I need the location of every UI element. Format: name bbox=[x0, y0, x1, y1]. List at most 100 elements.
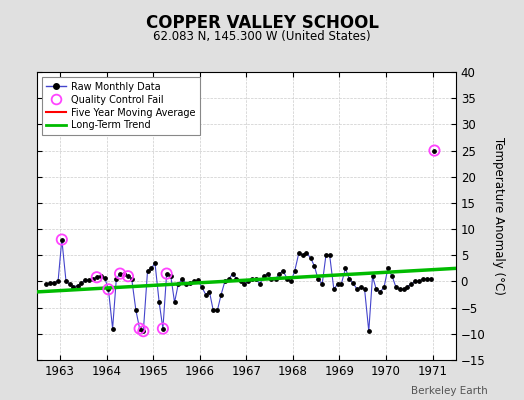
Point bbox=[62, 278, 70, 285]
Point bbox=[244, 278, 253, 285]
Point bbox=[198, 284, 206, 290]
Point bbox=[330, 286, 338, 292]
Point bbox=[248, 276, 257, 282]
Point bbox=[415, 278, 423, 285]
Point bbox=[325, 252, 334, 258]
Point bbox=[69, 284, 78, 290]
Point bbox=[139, 328, 148, 334]
Point bbox=[97, 273, 105, 280]
Point bbox=[252, 276, 260, 282]
Point bbox=[167, 273, 175, 280]
Point bbox=[271, 276, 280, 282]
Point bbox=[93, 274, 101, 280]
Point bbox=[135, 325, 144, 332]
Point bbox=[399, 286, 408, 292]
Point bbox=[162, 270, 171, 277]
Point bbox=[54, 278, 62, 284]
Point bbox=[116, 270, 124, 277]
Point bbox=[322, 252, 330, 258]
Point bbox=[407, 281, 416, 287]
Point bbox=[388, 273, 396, 280]
Point bbox=[430, 147, 439, 154]
Point bbox=[108, 325, 117, 332]
Point bbox=[104, 286, 113, 292]
Point bbox=[182, 281, 190, 287]
Point bbox=[127, 276, 136, 282]
Point bbox=[93, 274, 101, 280]
Point bbox=[50, 279, 59, 286]
Point bbox=[202, 291, 210, 298]
Point bbox=[209, 307, 217, 314]
Point bbox=[155, 299, 163, 306]
Point bbox=[194, 277, 202, 284]
Point bbox=[427, 276, 435, 282]
Point bbox=[104, 286, 113, 292]
Point bbox=[353, 286, 362, 292]
Point bbox=[290, 268, 299, 274]
Point bbox=[174, 281, 182, 287]
Y-axis label: Temperature Anomaly (°C): Temperature Anomaly (°C) bbox=[492, 137, 505, 295]
Point bbox=[46, 280, 54, 286]
Text: Berkeley Earth: Berkeley Earth bbox=[411, 386, 487, 396]
Point bbox=[232, 276, 241, 282]
Point bbox=[213, 307, 222, 314]
Point bbox=[279, 268, 287, 274]
Point bbox=[42, 281, 51, 287]
Text: COPPER VALLEY SCHOOL: COPPER VALLEY SCHOOL bbox=[146, 14, 378, 32]
Point bbox=[120, 270, 128, 277]
Point bbox=[58, 236, 66, 243]
Point bbox=[384, 265, 392, 272]
Point bbox=[314, 276, 322, 282]
Point bbox=[345, 276, 353, 282]
Point bbox=[159, 325, 167, 332]
Point bbox=[217, 291, 225, 298]
Point bbox=[135, 325, 144, 332]
Point bbox=[361, 286, 369, 292]
Point bbox=[403, 284, 412, 290]
Point bbox=[124, 273, 132, 280]
Point bbox=[73, 282, 82, 289]
Point bbox=[275, 270, 283, 277]
Point bbox=[236, 278, 245, 285]
Point bbox=[365, 328, 373, 334]
Point bbox=[124, 273, 132, 280]
Text: 62.083 N, 145.300 W (United States): 62.083 N, 145.300 W (United States) bbox=[153, 30, 371, 43]
Point bbox=[264, 270, 272, 277]
Point bbox=[337, 281, 345, 287]
Point bbox=[391, 284, 400, 290]
Point bbox=[170, 299, 179, 306]
Point bbox=[66, 281, 74, 287]
Point bbox=[380, 284, 388, 290]
Point bbox=[139, 328, 148, 334]
Point bbox=[228, 270, 237, 277]
Point bbox=[368, 273, 377, 280]
Point bbox=[112, 276, 121, 282]
Point bbox=[144, 268, 152, 274]
Point bbox=[116, 270, 124, 277]
Point bbox=[283, 276, 291, 282]
Point bbox=[190, 278, 198, 285]
Point bbox=[287, 278, 295, 285]
Point bbox=[333, 281, 342, 287]
Point bbox=[147, 265, 156, 272]
Point bbox=[299, 252, 307, 258]
Point bbox=[423, 276, 431, 282]
Point bbox=[411, 278, 420, 285]
Point bbox=[260, 273, 268, 280]
Point bbox=[162, 270, 171, 277]
Point bbox=[151, 260, 159, 266]
Point bbox=[240, 281, 248, 287]
Point bbox=[101, 274, 109, 281]
Point bbox=[256, 281, 264, 287]
Point bbox=[205, 289, 214, 295]
Point bbox=[419, 276, 427, 282]
Point bbox=[225, 276, 233, 282]
Point bbox=[89, 276, 97, 282]
Point bbox=[349, 280, 357, 286]
Point bbox=[302, 250, 311, 256]
Point bbox=[310, 262, 319, 269]
Point bbox=[185, 280, 194, 286]
Point bbox=[132, 307, 140, 314]
Point bbox=[81, 277, 89, 284]
Point bbox=[159, 325, 167, 332]
